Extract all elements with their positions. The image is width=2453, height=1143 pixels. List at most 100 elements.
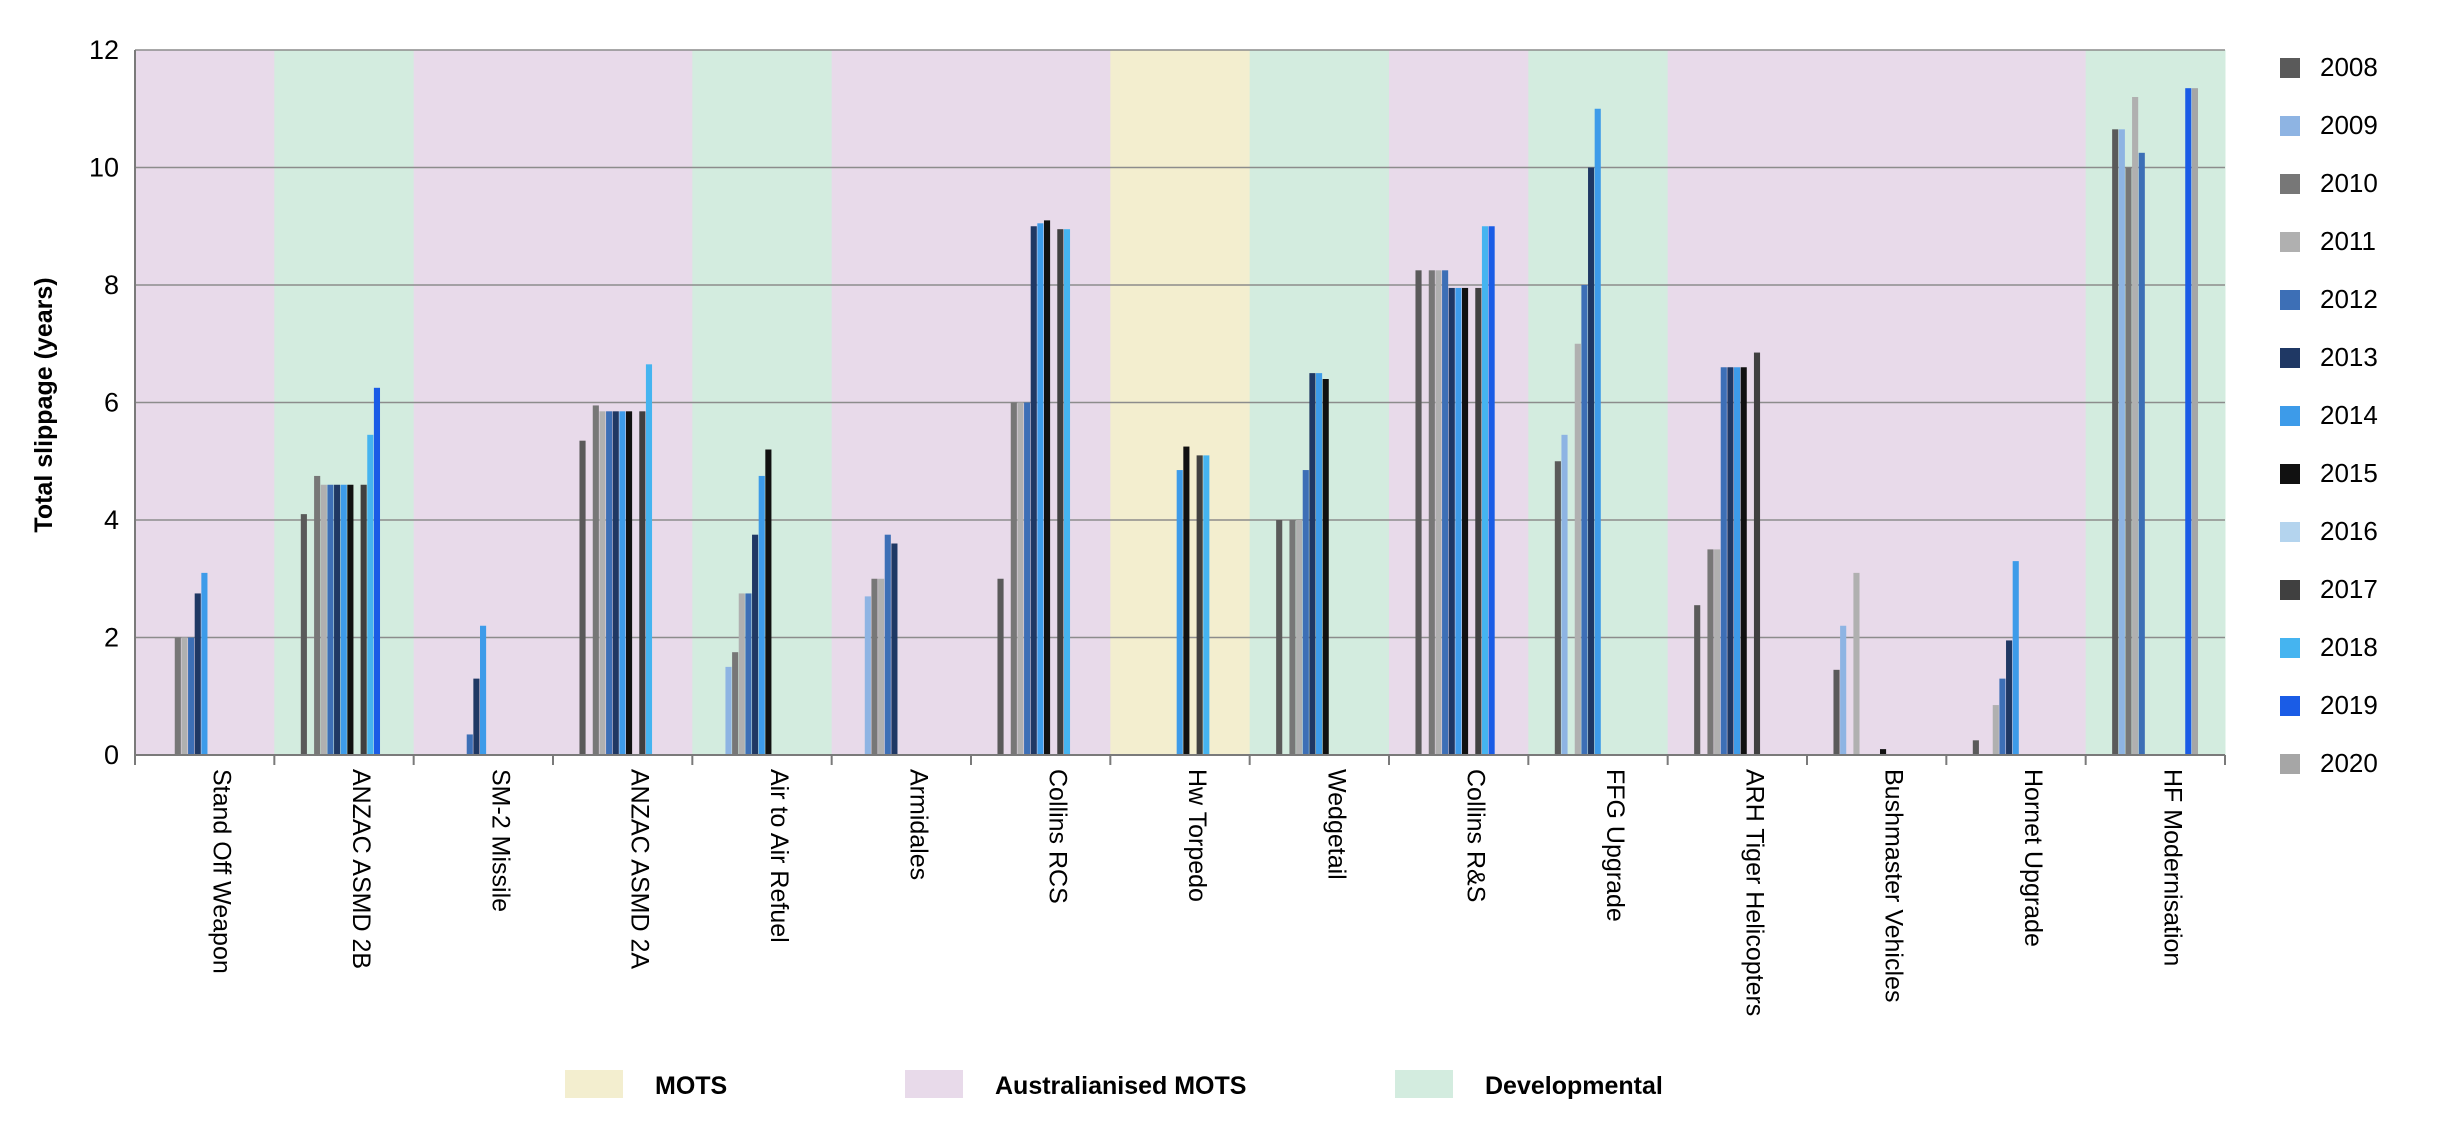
bar <box>300 514 307 755</box>
legend-label: 2008 <box>2320 52 2378 82</box>
bar <box>194 593 201 755</box>
bar <box>1030 226 1037 755</box>
bar <box>1435 270 1442 755</box>
bar <box>320 484 327 755</box>
legend-swatch <box>2280 116 2300 136</box>
legend-label: 2015 <box>2320 458 2378 488</box>
bar <box>1594 108 1601 755</box>
bar <box>738 593 745 755</box>
bar <box>1972 740 1979 755</box>
legend-swatch <box>2280 464 2300 484</box>
bar <box>1840 625 1847 755</box>
x-tick-label: Wedgetail <box>1322 769 1350 880</box>
bar <box>1448 287 1455 755</box>
bar <box>1428 270 1435 755</box>
bar <box>1561 434 1568 755</box>
bar <box>891 543 898 755</box>
x-tick-label: ANZAC ASMD 2A <box>626 769 654 969</box>
bar <box>1879 749 1887 755</box>
bar <box>592 405 599 755</box>
legend-swatch <box>2280 522 2300 542</box>
bar <box>1853 572 1860 755</box>
bar <box>1024 402 1031 755</box>
x-tick-label: HF Modernisation <box>2158 769 2186 966</box>
bar <box>612 411 619 755</box>
y-tick-label: 10 <box>89 153 119 183</box>
bar <box>1475 287 1482 755</box>
bar <box>2185 88 2192 755</box>
bar <box>871 578 878 755</box>
bar <box>878 578 885 755</box>
bar <box>639 411 646 755</box>
category-type-legend: MOTS Australianised MOTS Developmental <box>565 1070 1663 1100</box>
bar <box>360 484 367 755</box>
bar <box>473 678 480 755</box>
bar <box>1183 446 1190 755</box>
y-tick-labels: 0 2 4 6 8 10 12 <box>89 35 119 770</box>
series-legend: 2008 2009 2010 2011 2012 2013 2014 2015 2016 2017… <box>2280 52 2378 778</box>
legend-label: 2019 <box>2320 690 2378 720</box>
legend-swatch <box>2280 232 2300 252</box>
bar <box>2118 129 2125 755</box>
legend-swatch <box>2280 348 2300 368</box>
bar <box>625 411 633 755</box>
bar <box>1302 470 1309 755</box>
bar <box>2012 561 2019 755</box>
x-tick-label: ANZAC ASMD 2B <box>347 769 375 969</box>
bar <box>340 484 347 755</box>
legend-label: 2013 <box>2320 342 2378 372</box>
bar <box>188 637 195 755</box>
bar <box>1574 343 1581 755</box>
bar <box>1176 470 1183 755</box>
legend-swatch <box>2280 638 2300 658</box>
legend-label: 2014 <box>2320 400 2378 430</box>
bar <box>1833 669 1840 755</box>
bar <box>367 434 374 755</box>
legend-label: 2016 <box>2320 516 2378 546</box>
bar <box>1017 402 1024 755</box>
bar <box>1455 287 1462 755</box>
category-legend-label: Australianised MOTS <box>995 1072 1246 1100</box>
bar <box>884 534 891 755</box>
bar <box>2125 167 2132 755</box>
bar <box>732 652 739 755</box>
bar <box>1588 167 1595 755</box>
bar <box>1727 367 1734 755</box>
bar <box>864 596 871 755</box>
bar <box>1203 455 1210 755</box>
bar <box>1720 367 1727 755</box>
bar <box>645 364 653 755</box>
bar <box>725 666 732 755</box>
bar <box>174 637 181 755</box>
legend-swatch <box>2280 174 2300 194</box>
y-tick-label: 8 <box>104 270 119 300</box>
bar <box>1714 549 1721 755</box>
x-tick-label: SM-2 Missile <box>486 769 514 912</box>
legend-label: 2010 <box>2320 168 2378 198</box>
y-tick-label: 12 <box>89 35 119 65</box>
category-legend-label: Developmental <box>1485 1072 1663 1100</box>
bar <box>1461 287 1469 755</box>
bar <box>1276 520 1283 755</box>
bar <box>1043 220 1051 755</box>
legend-swatch <box>2280 290 2300 310</box>
x-tick-label: Hw Torpedo <box>1183 769 1211 902</box>
bar <box>1734 367 1741 755</box>
bar <box>765 449 772 755</box>
bar <box>1010 402 1017 755</box>
legend-swatch <box>2280 696 2300 716</box>
bar <box>2191 88 2198 755</box>
x-tick-label: FFG Upgrade <box>1601 769 1629 922</box>
bar <box>2112 129 2119 755</box>
bar <box>1415 270 1422 755</box>
bar <box>2006 640 2013 755</box>
bar <box>1289 520 1296 755</box>
bar <box>1296 520 1303 755</box>
x-tick-label: Bushmaster Vehicles <box>1880 769 1908 1002</box>
bar <box>334 484 341 755</box>
legend-label: 2017 <box>2320 574 2378 604</box>
bar <box>1063 229 1071 755</box>
x-tick-label: Collins RCS <box>1044 769 1072 904</box>
bar <box>1707 549 1714 755</box>
bar <box>1481 226 1489 755</box>
